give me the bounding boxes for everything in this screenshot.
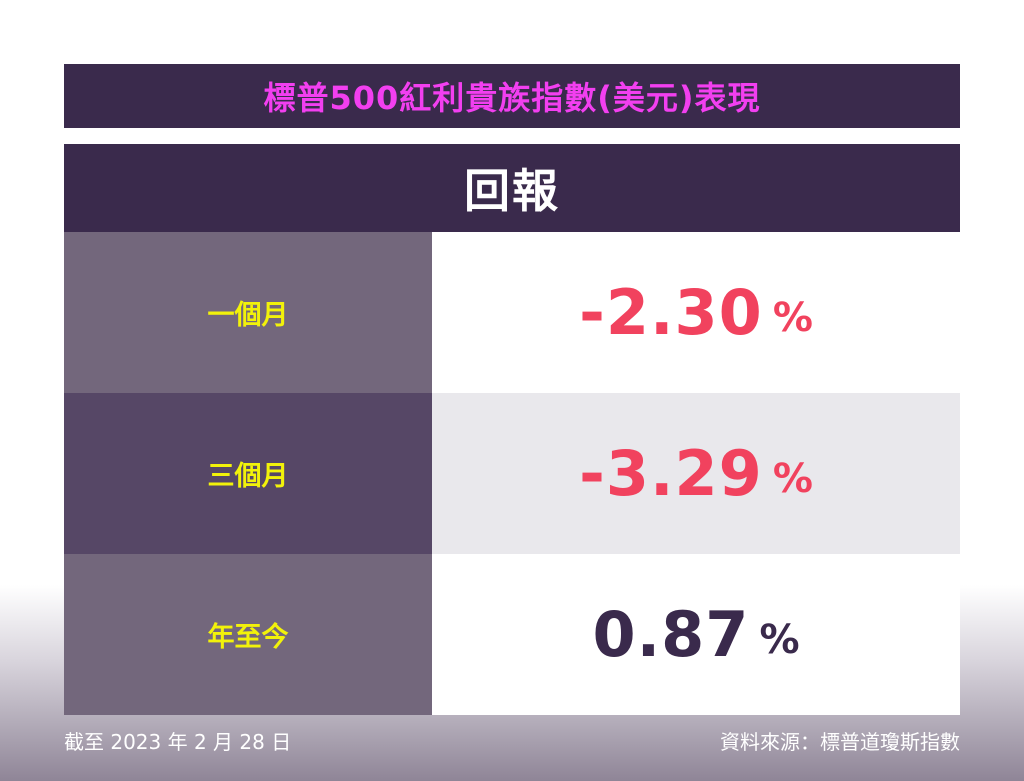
table-row-three-months: 三個月 -3.29 % <box>64 393 960 554</box>
row-value-cell: 0.87 % <box>432 554 960 715</box>
table-header: 回報 <box>64 144 960 232</box>
return-value: 0.87 <box>592 598 750 671</box>
return-value: -2.30 <box>579 276 763 349</box>
page-title: 標普500紅利貴族指數(美元)表現 <box>263 79 761 117</box>
table-row-one-month: 一個月 -2.30 % <box>64 232 960 393</box>
table-row-year-to-date: 年至今 0.87 % <box>64 554 960 715</box>
row-value-cell: -2.30 % <box>432 232 960 393</box>
row-label: 三個月 <box>64 393 432 554</box>
row-label: 一個月 <box>64 232 432 393</box>
percent-sign: % <box>759 616 800 663</box>
row-label: 年至今 <box>64 554 432 715</box>
date-note: 截至 2023 年 2 月 28 日 <box>64 730 292 754</box>
title-bar: 標普500紅利貴族指數(美元)表現 <box>64 64 960 128</box>
percent-sign: % <box>772 294 813 341</box>
percent-sign: % <box>772 455 813 502</box>
row-value-cell: -3.29 % <box>432 393 960 554</box>
table-header-label: 回報 <box>464 164 560 218</box>
return-value: -3.29 <box>579 437 763 510</box>
returns-table: 回報 一個月 -2.30 % 三個月 -3.29 % 年至今 0.87 % <box>64 144 960 715</box>
source-note: 資料來源：標普道瓊斯指數 <box>720 730 960 754</box>
